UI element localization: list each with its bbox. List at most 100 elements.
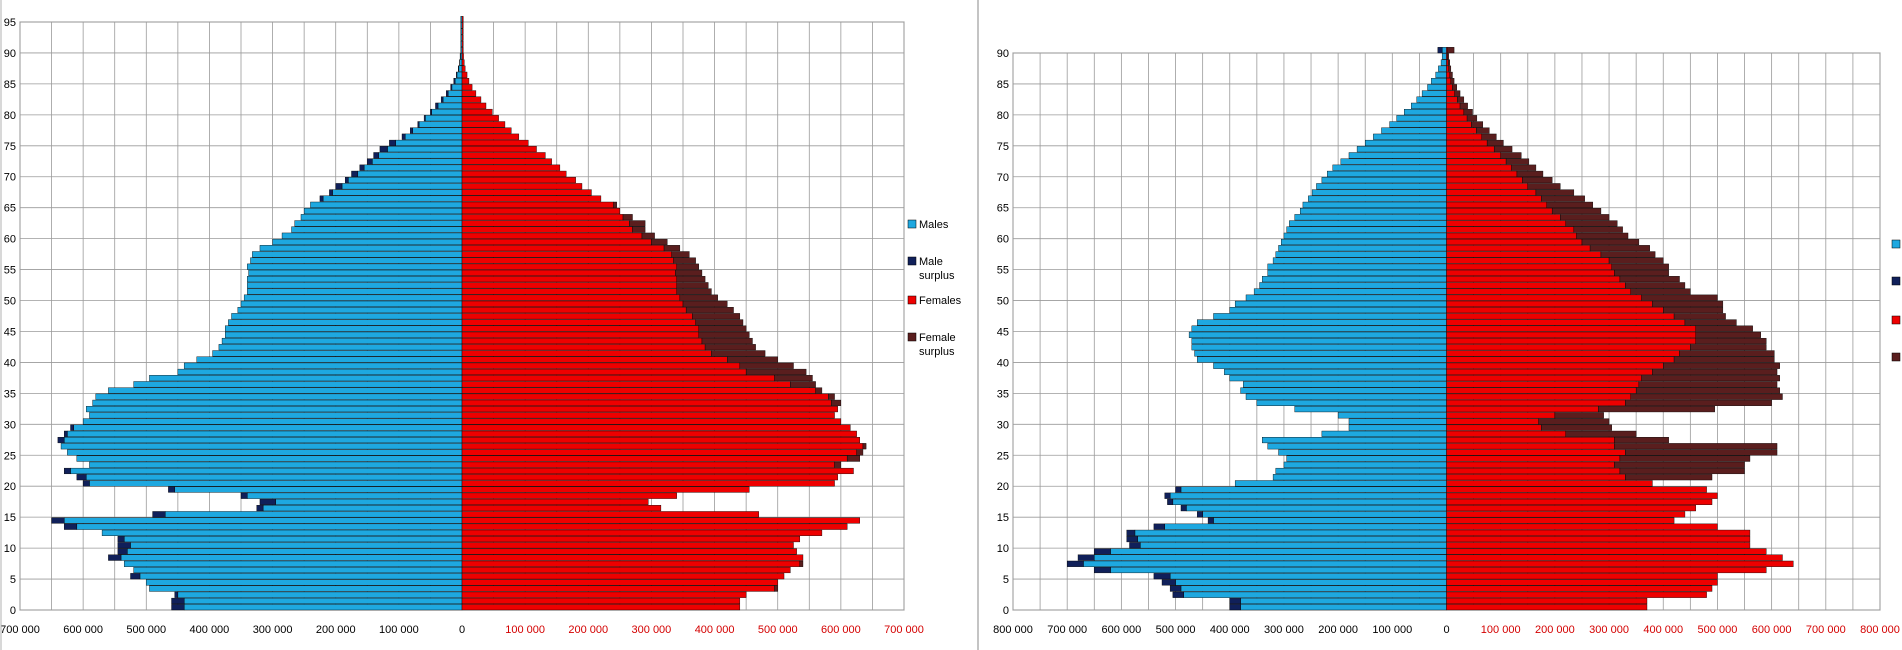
bar-males [120,554,463,561]
bar-males [1302,201,1447,208]
bar-males [1110,566,1447,574]
bar-females [461,127,512,134]
bar-male-surplus [70,424,74,431]
bar-male-surplus [256,505,264,512]
bar-males [1381,127,1447,134]
bar-male-surplus [1229,604,1241,611]
bar-males [82,418,463,425]
bar-males [247,288,463,295]
bar-male-surplus [168,486,175,493]
bar-male-surplus [450,84,453,91]
bar-females [461,381,791,388]
bar-female-surplus [1614,461,1745,468]
bar-male-surplus [329,189,333,196]
x-tick-label-positive: 600 000 [1752,624,1792,636]
bar-female-surplus [1581,238,1640,246]
y-tick-label: 80 [4,110,16,122]
x-tick-label-positive: 100 000 [1481,624,1521,636]
bar-females [461,436,860,444]
bar-females [461,90,477,97]
bar-males [1245,393,1447,400]
bar-females [1446,418,1539,425]
bar-male-surplus [1197,511,1203,518]
x-tick-label-positive: 400 000 [1643,624,1683,636]
bar-females [461,430,857,437]
bar-female-surplus [1448,65,1452,72]
bar-females [1446,560,1794,567]
bar-males [303,207,463,215]
bar-females [1446,486,1707,493]
bar-female-surplus [1614,443,1778,450]
bar-males [1281,238,1447,246]
bar-females [461,393,829,400]
bar-males [1110,548,1447,555]
bar-females [461,362,741,369]
bar-females [461,84,473,91]
y-tick-label: 55 [997,265,1009,277]
bar-males [1186,505,1447,512]
bar-males [1337,412,1447,419]
bar-males [243,294,463,301]
bar-males [1283,461,1447,468]
bar-male-surplus [367,158,373,165]
bar-female-surplus [1695,325,1753,332]
bar-females [1446,220,1566,227]
x-tick-label: 0 [459,624,465,636]
bar-females [1446,437,1615,444]
x-tick-label-positive: 700 000 [884,624,924,636]
bar-female-surplus [831,399,842,406]
bar-females [461,257,674,264]
bar-male-surplus [351,170,359,177]
bar-males [1396,115,1447,122]
bar-males [63,436,463,444]
bar-males [1431,78,1447,85]
bar-female-surplus [701,337,753,345]
bar-male-surplus [1175,486,1182,493]
bar-female-surplus [695,319,744,326]
bar-females [1446,362,1664,369]
bar-males [1286,455,1447,462]
x-tick-label: 400 000 [190,624,230,636]
bar-male-surplus [389,139,396,146]
bar-female-surplus [799,560,804,567]
x-tick-label-positive: 700 000 [1806,624,1846,636]
bar-female-surplus [1505,158,1530,165]
bar-female-surplus [1690,344,1767,351]
bar-males [123,536,463,543]
bar-males [1202,511,1447,518]
x-tick-label-positive: 200 000 [1535,624,1575,636]
bar-females [461,53,464,60]
bar-females [1446,307,1664,314]
bar-females [1446,288,1631,295]
bar-female-surplus [1463,108,1473,116]
bar-males [1440,59,1447,66]
bar-males [177,591,463,598]
bar-female-surplus [846,455,861,462]
legend-swatch-males [907,219,917,229]
bar-female-surplus [727,356,778,363]
bar-male-surplus [446,90,449,97]
bar-males [1262,437,1447,444]
bar-males [86,474,463,481]
bar-females [461,108,493,116]
y-tick-label: 40 [997,357,1009,369]
bar-males [218,344,463,351]
bar-females [1446,251,1602,258]
bar-female-surplus [641,232,655,239]
bar-females [461,480,835,487]
bar-female-surplus [613,201,617,208]
bar-females [461,424,851,431]
bar-males [165,511,463,518]
bar-female-surplus [629,220,646,227]
bar-female-surplus [704,344,756,351]
bar-males [357,170,463,177]
bar-female-surplus [1652,368,1778,376]
bar-males [1348,418,1447,425]
bar-male-surplus [1180,505,1187,512]
bar-males [92,399,463,406]
bar-male-surplus [259,498,276,505]
bar-females [1446,276,1621,283]
y-tick-label: 25 [4,450,16,462]
bar-female-surplus [1619,455,1751,462]
bar-females [1446,387,1637,394]
